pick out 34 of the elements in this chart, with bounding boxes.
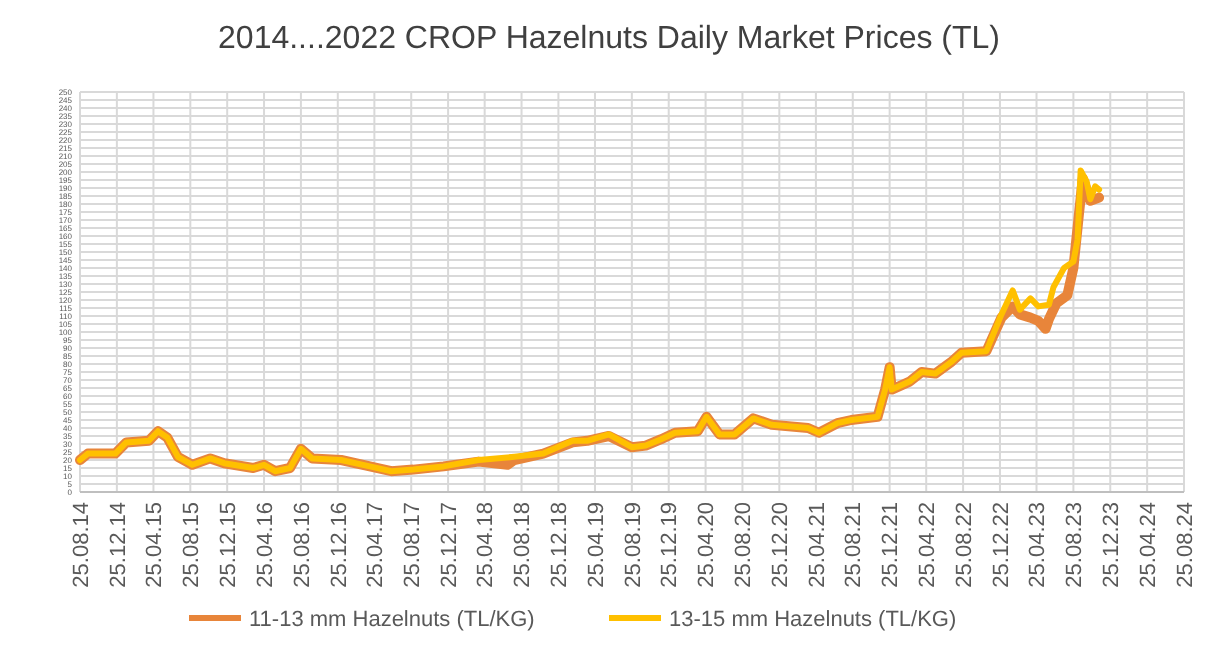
x-tick-label: 25.08.22: [952, 502, 977, 588]
x-tick-label: 25.04.20: [695, 502, 720, 588]
x-tick-label: 25.08.15: [180, 502, 205, 588]
x-tick-label: 25.04.21: [805, 502, 830, 588]
x-tick-label: 25.08.16: [290, 502, 315, 588]
chart-title: 2014....2022 CROP Hazelnuts Daily Market Prices (TL): [218, 22, 1000, 56]
x-tick-label: 25.04.24: [1136, 502, 1161, 588]
x-tick-label: 25.08.21: [842, 502, 867, 588]
x-tick-label: 25.12.14: [106, 502, 131, 588]
x-tick-label: 25.12.21: [879, 502, 904, 588]
legend-label: 11-13 mm Hazelnuts (TL/KG): [249, 607, 535, 632]
x-tick-label: 25.08.18: [511, 502, 536, 588]
x-tick-label: 25.08.24: [1173, 502, 1198, 588]
x-tick-label: 25.08.19: [621, 502, 646, 588]
x-tick-label: 25.04.17: [364, 502, 389, 588]
x-tick-label: 25.12.23: [1099, 502, 1124, 588]
legend-label: 13-15 mm Hazelnuts (TL/KG): [669, 607, 957, 632]
x-tick-label: 25.04.22: [915, 502, 940, 588]
x-tick-label: 25.04.19: [584, 502, 609, 588]
x-tick-label: 25.12.16: [327, 502, 352, 588]
x-tick-label: 25.04.16: [253, 502, 278, 588]
x-tick-label: 25.12.22: [989, 502, 1014, 588]
x-tick-label: 25.04.15: [143, 502, 168, 588]
x-tick-label: 25.08.17: [400, 502, 425, 588]
x-tick-label: 25.12.18: [548, 502, 573, 588]
x-tick-label: 25.08.23: [1063, 502, 1088, 588]
x-tick-label: 25.12.19: [658, 502, 683, 588]
x-tick-label: 25.08.20: [732, 502, 757, 588]
x-tick-label: 25.12.17: [437, 502, 462, 588]
x-tick-label: 25.04.23: [1026, 502, 1051, 588]
x-tick-label: 25.08.14: [69, 502, 94, 588]
x-tick-label: 25.12.15: [216, 502, 241, 588]
x-tick-label: 25.04.18: [474, 502, 499, 588]
x-tick-label: 25.12.20: [769, 502, 794, 588]
